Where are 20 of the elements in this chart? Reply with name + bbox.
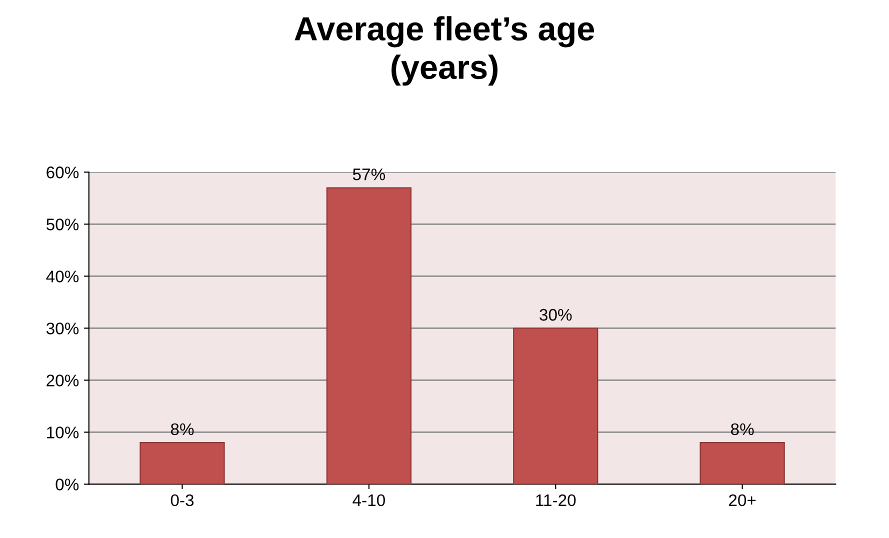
bar (326, 187, 412, 484)
y-tick-label: 50% (46, 218, 79, 230)
bar (700, 442, 785, 484)
x-tick-label: 11-20 (536, 494, 576, 506)
data-label: 8% (170, 423, 194, 436)
y-tick-label: 30% (46, 322, 79, 334)
bar (513, 328, 598, 484)
y-tick-label: 40% (46, 270, 79, 282)
data-label: 57% (352, 168, 386, 180)
bar (140, 442, 225, 484)
y-tick-label: 60% (46, 166, 79, 178)
data-label: 8% (730, 423, 754, 436)
x-tick-label: 0-3 (170, 494, 194, 506)
x-tick-label: 20+ (729, 494, 756, 506)
data-label: 30% (540, 308, 572, 321)
y-tick-label: 10% (47, 426, 79, 438)
y-tick-label: 20% (46, 374, 79, 386)
y-tick-label: 0% (56, 478, 79, 490)
chart-title: Average fleet’s age (years) (294, 16, 594, 86)
x-tick-label: 4-10 (352, 494, 385, 506)
